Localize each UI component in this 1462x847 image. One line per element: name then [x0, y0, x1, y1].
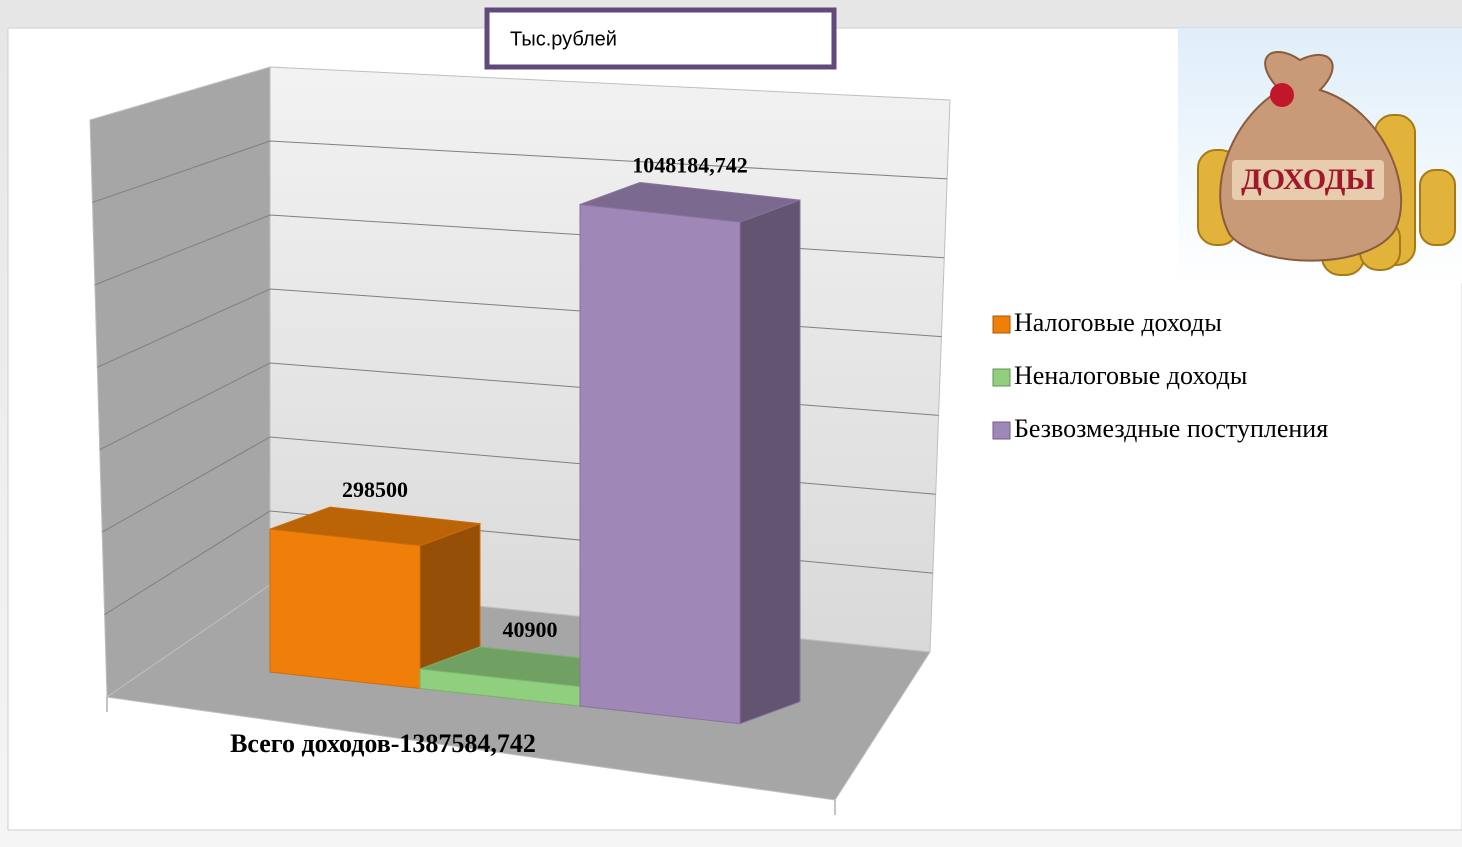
left-wall — [89, 66, 271, 698]
grid-line — [92, 140, 948, 203]
category-label: Всего доходов-1387584,742 — [230, 729, 536, 758]
data-label: 1048184,742 — [632, 152, 748, 177]
bars — [269, 181, 801, 725]
data-label: 298500 — [342, 477, 408, 502]
legend-label: Неналоговые доходы — [1014, 361, 1247, 390]
badge-text: ДОХОДЫ — [1241, 163, 1375, 196]
subtitle-box — [484, 7, 837, 70]
legend-label: Налоговые доходы — [1014, 308, 1222, 337]
badge-image: ДОХОДЫ — [1178, 28, 1462, 283]
legend: Налоговые доходы Неналоговые доходы Безвоз… — [992, 308, 1328, 443]
subtitle: Тыс.рублей — [510, 28, 617, 50]
legend-swatch — [992, 421, 1011, 440]
bar — [579, 203, 741, 725]
legend-swatch — [992, 368, 1011, 387]
legend-label: Безвозмездные поступления — [1014, 414, 1328, 443]
legend-swatch — [992, 315, 1011, 334]
data-label: 40900 — [503, 617, 558, 642]
bar — [269, 528, 421, 690]
bar-side — [739, 199, 801, 725]
